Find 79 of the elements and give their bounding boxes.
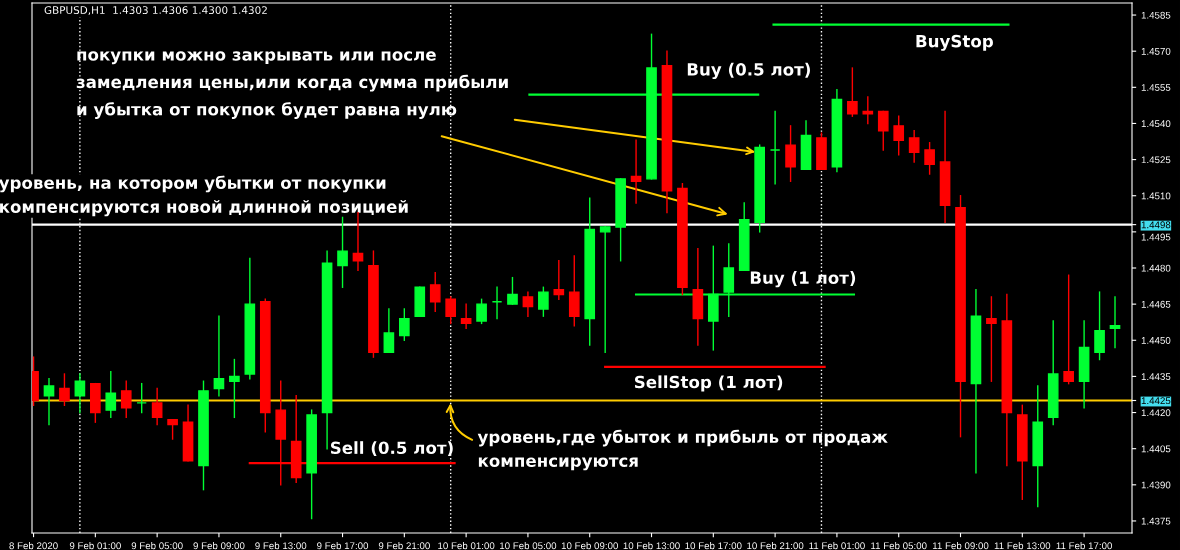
y-tick-label: 1.4435 xyxy=(1141,373,1171,381)
x-tick-label: 9 Feb 21:00 xyxy=(378,542,430,550)
y-tick-label: 1.4585 xyxy=(1141,11,1171,19)
candlestick xyxy=(924,142,935,175)
candlestick xyxy=(893,115,905,156)
candlestick xyxy=(1063,274,1074,385)
y-tick-label: 1.4420 xyxy=(1141,409,1171,417)
y-tick-label: 1.4510 xyxy=(1141,192,1171,200)
candlestick xyxy=(151,387,163,426)
annotation: SellStop (1 лот) xyxy=(634,375,783,392)
candlestick xyxy=(847,67,858,117)
annotation: BuyStop xyxy=(916,34,993,51)
y-tick-label: 1.4498 xyxy=(1141,221,1171,229)
annotation: покупки можно закрывать или после замедления цены,или когда сумма прибыли и убытка от покупок будет равна нулю xyxy=(76,51,508,119)
candlestick xyxy=(445,296,457,325)
y-tick-label: 1.4570 xyxy=(1141,47,1171,55)
candlestick xyxy=(491,286,503,320)
candlestick xyxy=(1109,296,1121,349)
y-tick-label: 1.4375 xyxy=(1141,517,1171,525)
candlestick xyxy=(785,125,796,182)
candlestick xyxy=(522,291,534,317)
candlestick xyxy=(429,272,441,313)
candlestick xyxy=(862,96,874,125)
candlestick xyxy=(553,260,565,301)
x-tick-label: 9 Feb 09:00 xyxy=(193,542,245,550)
x-tick-label: 10 Feb 05:00 xyxy=(500,542,557,550)
annotation: GBPUSD,H1 1.4303 1.4306 1.4300 1.4302 xyxy=(44,6,267,16)
annotation: уровень,где убыток и прибыль от продаж компенсируются xyxy=(477,429,888,471)
candlestick xyxy=(120,380,132,419)
x-tick-label: 9 Feb 01:00 xyxy=(69,542,121,550)
x-tick-label: 8 Feb 2020 xyxy=(9,542,58,550)
x-tick-label: 10 Feb 01:00 xyxy=(438,542,495,550)
x-tick-label: 11 Feb 17:00 xyxy=(1056,542,1113,550)
y-tick-label: 1.4450 xyxy=(1141,337,1171,344)
candlestick xyxy=(213,315,225,397)
candlestick xyxy=(136,382,148,414)
candlestick xyxy=(167,419,178,440)
x-tick-label: 11 Feb 09:00 xyxy=(932,542,989,550)
x-tick-label: 10 Feb 09:00 xyxy=(561,542,618,550)
x-tick-label: 9 Feb 05:00 xyxy=(131,542,183,550)
candlestick xyxy=(383,308,395,354)
candlestick xyxy=(229,358,240,419)
x-tick-label: 11 Feb 01:00 xyxy=(809,542,865,550)
y-tick-label: 1.4465 xyxy=(1141,300,1171,308)
x-tick-label: 9 Feb 13:00 xyxy=(255,542,307,550)
candlestick xyxy=(59,373,70,407)
annotation: Buy (1 лот) xyxy=(750,271,856,288)
candlestick xyxy=(538,286,549,317)
candlestick xyxy=(337,216,348,288)
candlestick xyxy=(74,373,86,414)
x-tick-label: 11 Feb 05:00 xyxy=(871,542,927,550)
candlestick xyxy=(630,139,642,204)
candlestick xyxy=(460,303,472,329)
candlestick xyxy=(507,276,518,305)
candlestick xyxy=(908,129,920,163)
x-tick-label: 9 Feb 17:00 xyxy=(317,542,369,550)
y-tick-label: 1.4540 xyxy=(1141,120,1171,128)
candlestick xyxy=(476,298,487,325)
x-tick-label: 10 Feb 13:00 xyxy=(623,542,680,550)
x-tick-label: 10 Feb 21:00 xyxy=(747,542,804,550)
annotation: Sell (0.5 лот) xyxy=(330,441,453,457)
x-tick-label: 10 Feb 17:00 xyxy=(685,542,742,550)
candlestick xyxy=(769,110,781,185)
y-tick-label: 1.4555 xyxy=(1141,84,1171,91)
y-tick-label: 1.4495 xyxy=(1141,233,1171,241)
annotation: Buy (0.5 лот) xyxy=(687,62,810,80)
candlestick xyxy=(1094,291,1105,361)
candlestick xyxy=(399,308,410,341)
candlestick xyxy=(986,296,997,382)
x-tick-label: 11 Feb 13:00 xyxy=(994,542,1051,550)
candlestick xyxy=(877,110,889,151)
y-tick-label: 1.4480 xyxy=(1141,264,1171,272)
candlestick xyxy=(105,370,117,419)
y-tick-label: 1.4425 xyxy=(1141,397,1171,405)
y-tick-label: 1.4390 xyxy=(1141,481,1171,489)
candlestick xyxy=(599,226,611,354)
y-tick-label: 1.4405 xyxy=(1141,445,1171,453)
candlestick xyxy=(43,378,55,426)
y-tick-label: 1.4525 xyxy=(1141,156,1171,164)
